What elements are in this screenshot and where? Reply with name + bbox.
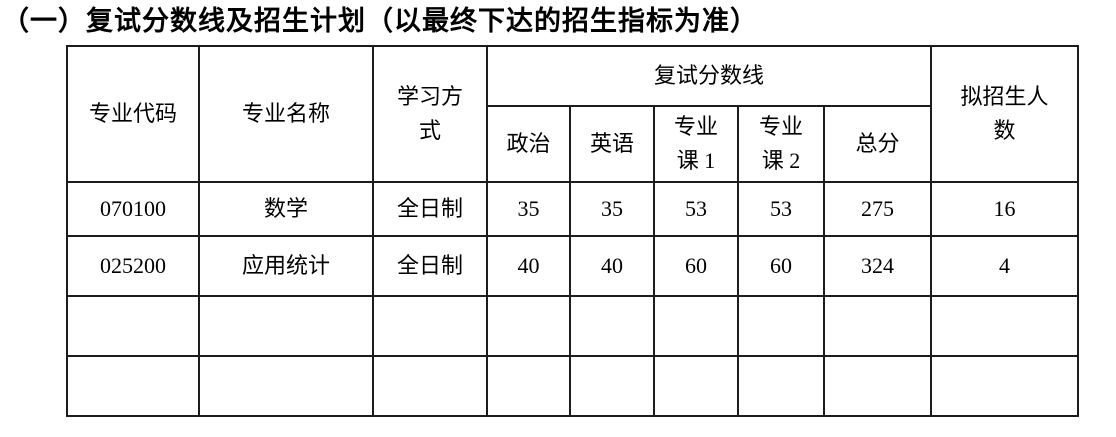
cell-planned-enrollment (930, 355, 1080, 417)
cell-major-course-1: 53 (653, 181, 739, 237)
cell-major-code: 070100 (66, 181, 200, 237)
cell-major-course-1 (653, 355, 739, 417)
cell-major-course-2 (737, 295, 825, 357)
table-row (66, 355, 1080, 417)
cell-total-score: 324 (822, 235, 933, 297)
header-row-top: 专业代码 专业名称 学习方 式 复试分数线 拟招生人 数 (66, 45, 1080, 183)
col-header-major-code: 专业代码 (66, 45, 200, 183)
col-header-retest-score-line-group: 复试分数线 (485, 45, 933, 107)
table-row (66, 295, 1080, 357)
cell-politics: 35 (486, 181, 571, 237)
col-header-major-name: 专业名称 (198, 45, 374, 183)
cell-politics (486, 355, 571, 417)
page-title: （一）复试分数线及招生计划（以最终下达的招生指标为准） (2, 6, 758, 36)
cell-major-code: 025200 (66, 235, 200, 297)
cell-english (569, 355, 655, 417)
table-row: 070100 数学 全日制 35 35 53 53 275 16 (66, 181, 1080, 237)
cell-major-code (66, 295, 200, 357)
cell-english (569, 295, 655, 357)
col-header-major-course-2: 专业 课 2 (737, 105, 825, 183)
table-row: 025200 应用统计 全日制 40 40 60 60 324 4 (66, 235, 1080, 297)
cell-english: 40 (569, 235, 655, 297)
cell-planned-enrollment: 4 (930, 235, 1080, 297)
cell-major-course-2 (737, 355, 825, 417)
col-header-study-mode: 学习方 式 (372, 45, 488, 183)
col-header-planned-enrollment: 拟招生人 数 (930, 45, 1080, 183)
retest-score-table: 专业代码 专业名称 学习方 式 复试分数线 拟招生人 数 政治 英语 专业 课 … (66, 45, 1080, 417)
cell-politics (486, 295, 571, 357)
cell-total-score: 275 (822, 181, 933, 237)
cell-planned-enrollment: 16 (930, 181, 1080, 237)
cell-major-course-1: 60 (653, 235, 739, 297)
cell-major-code (66, 355, 200, 417)
col-header-major-course-1: 专业 课 1 (653, 105, 739, 183)
cell-major-name: 应用统计 (198, 235, 374, 297)
cell-major-course-1 (653, 295, 739, 357)
cell-politics: 40 (486, 235, 571, 297)
col-header-politics: 政治 (486, 105, 571, 183)
cell-english: 35 (569, 181, 655, 237)
cell-major-course-2: 60 (737, 235, 825, 297)
cell-major-name (198, 355, 374, 417)
cell-total-score (822, 295, 933, 357)
cell-study-mode: 全日制 (372, 181, 488, 237)
cell-major-name (198, 295, 374, 357)
cell-major-name: 数学 (198, 181, 374, 237)
cell-planned-enrollment (930, 295, 1080, 357)
cell-study-mode (372, 355, 488, 417)
cell-study-mode (372, 295, 488, 357)
cell-study-mode: 全日制 (372, 235, 488, 297)
cell-total-score (822, 355, 933, 417)
header-row-sub: 政治 英语 专业 课 1 专业 课 2 总分 (67, 105, 1078, 183)
col-header-total-score: 总分 (822, 105, 933, 183)
col-header-english: 英语 (569, 105, 655, 183)
cell-major-course-2: 53 (737, 181, 825, 237)
